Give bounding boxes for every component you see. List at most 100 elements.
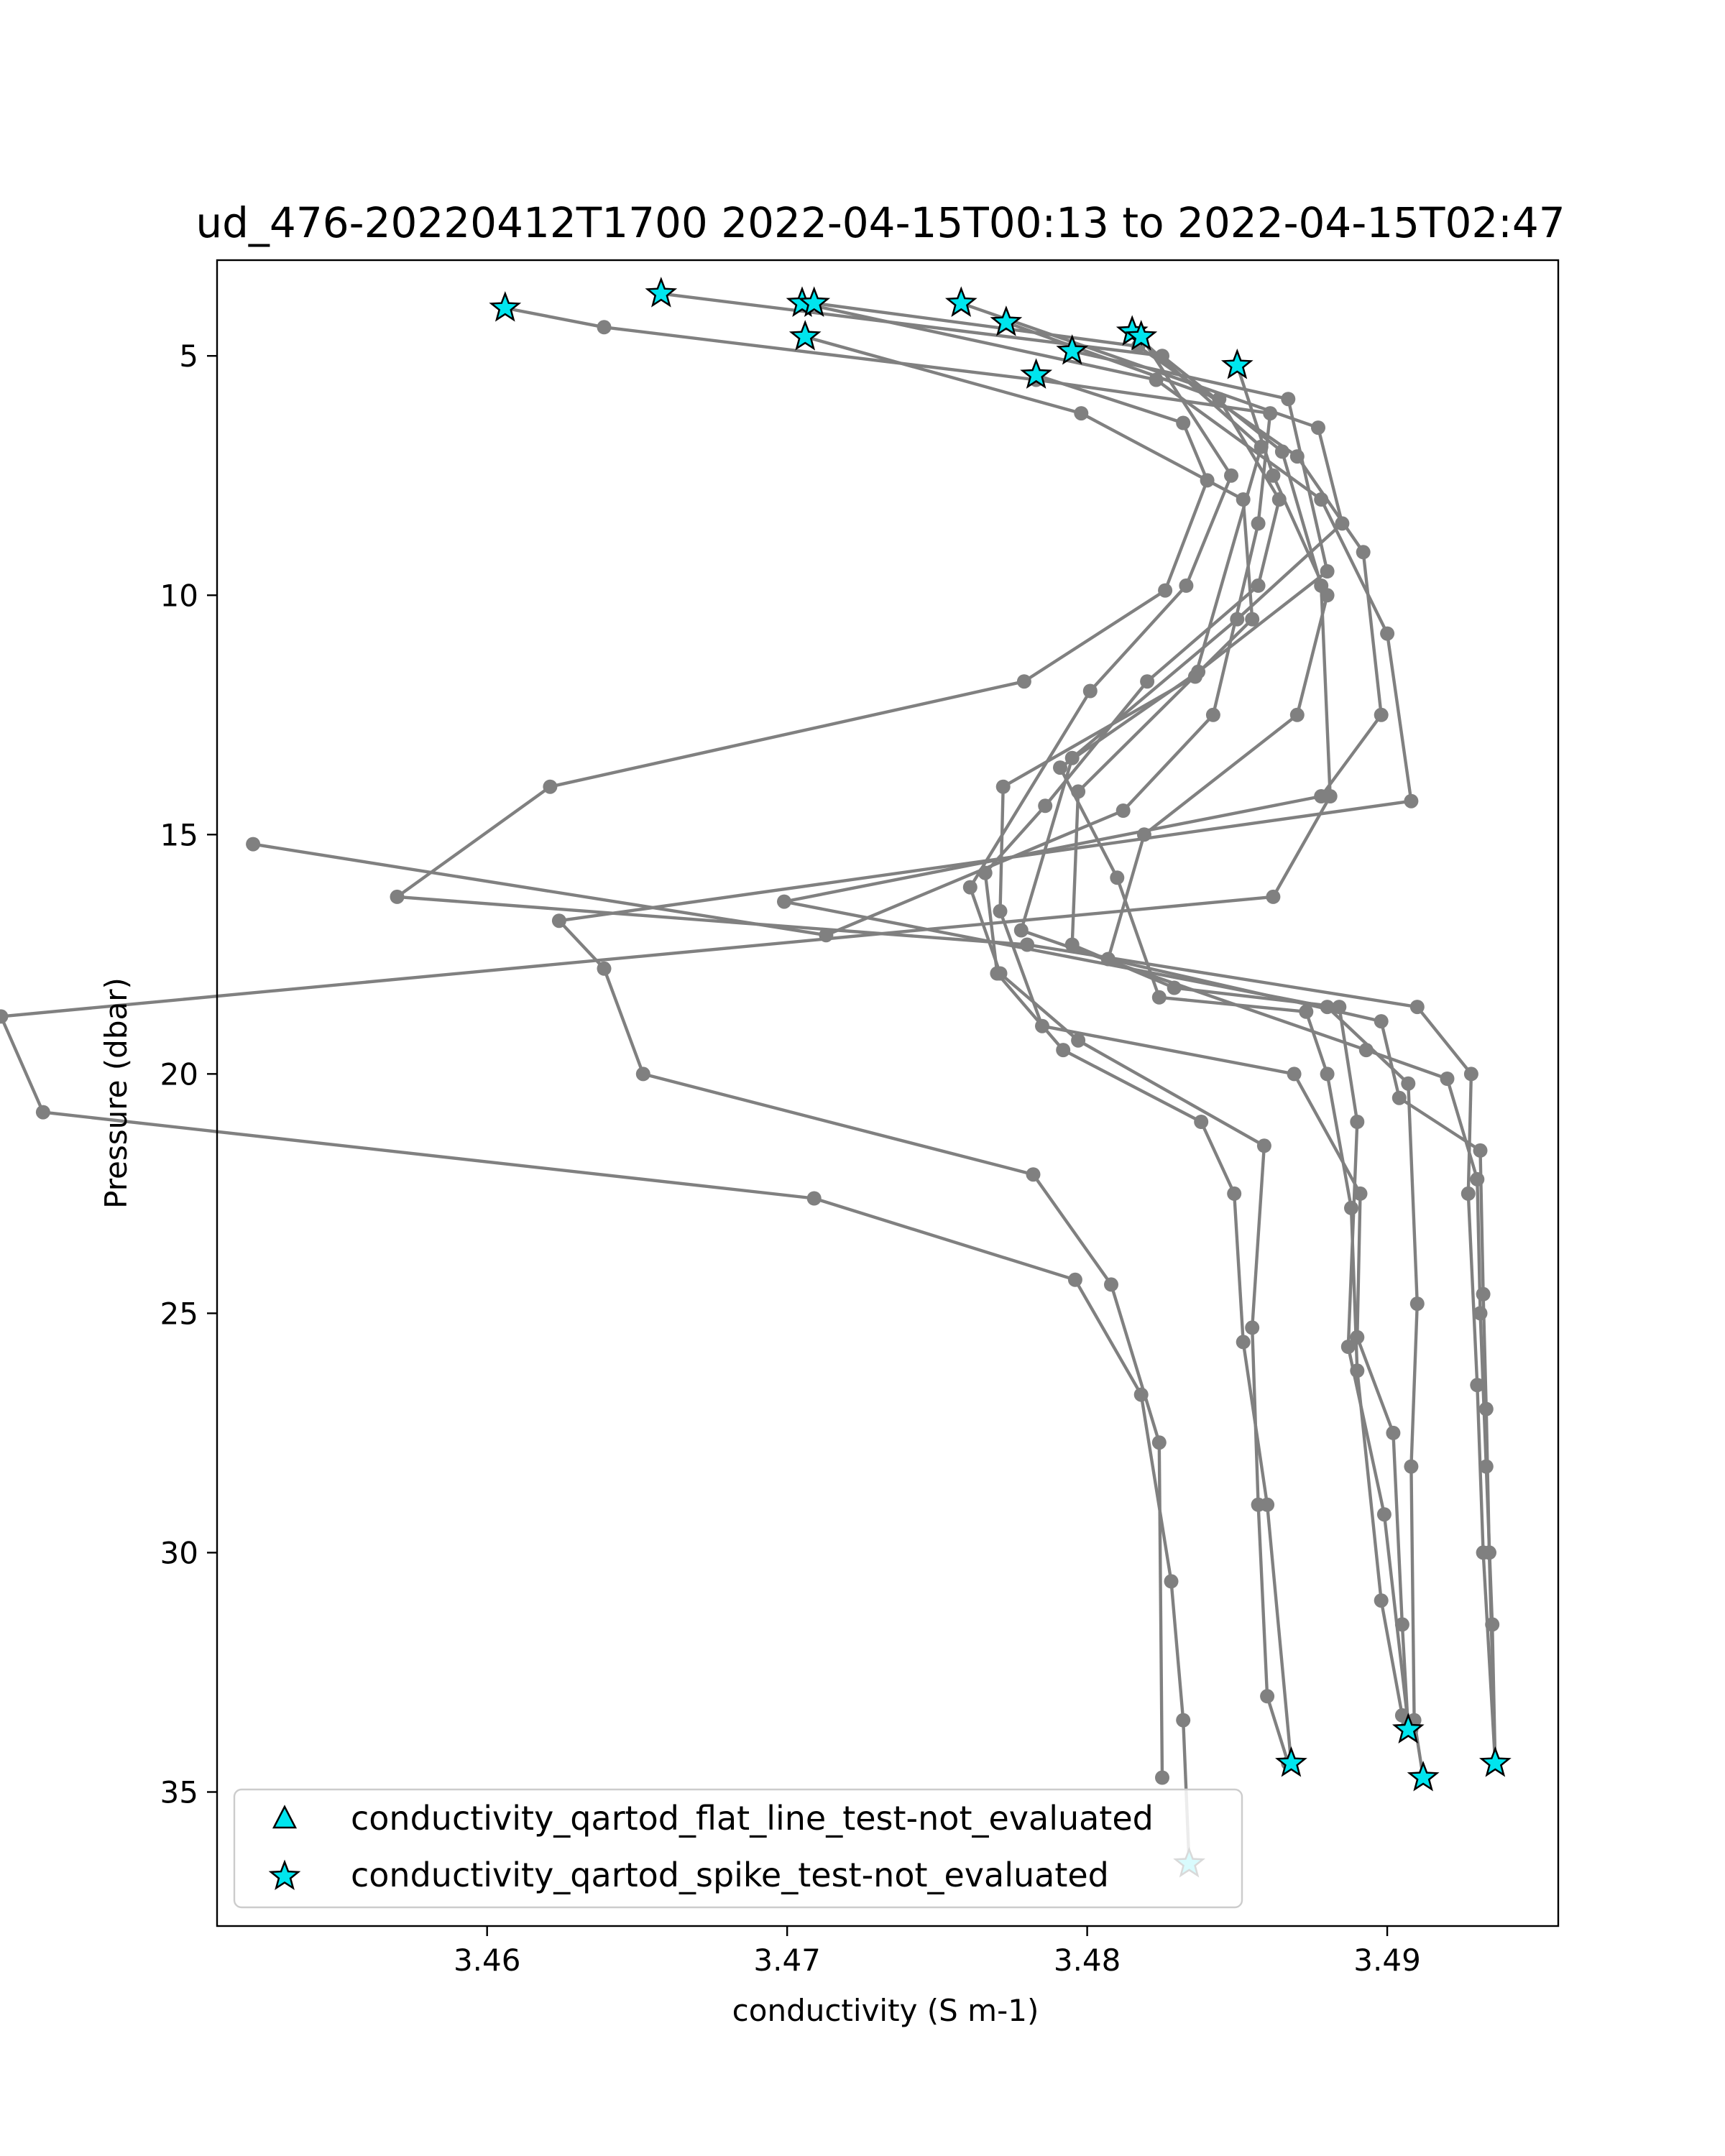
data-point bbox=[1394, 1617, 1409, 1632]
data-point bbox=[1320, 588, 1335, 603]
data-point bbox=[1020, 937, 1035, 952]
profile-line bbox=[998, 331, 1410, 1731]
data-point bbox=[1200, 473, 1215, 488]
data-point bbox=[1350, 1330, 1365, 1345]
data-layer bbox=[0, 277, 1512, 1878]
data-point bbox=[1404, 1459, 1419, 1474]
data-point bbox=[1409, 1296, 1425, 1312]
data-point bbox=[1350, 1115, 1365, 1129]
data-point bbox=[1179, 578, 1194, 593]
profile-7 bbox=[978, 315, 1299, 1771]
spike-flag-star bbox=[1407, 1760, 1440, 1792]
data-point bbox=[1320, 564, 1335, 579]
plot-frame bbox=[216, 259, 1560, 1927]
data-point bbox=[806, 1191, 822, 1206]
spike-flag-star bbox=[1125, 320, 1158, 351]
data-point bbox=[1470, 1378, 1485, 1393]
data-point bbox=[1035, 1018, 1049, 1033]
profile-line bbox=[983, 321, 1293, 1764]
spike-flag-star bbox=[990, 305, 1023, 336]
data-point bbox=[1374, 1593, 1389, 1608]
legend-entry-spike: conductivity_qartod_spike_test-not_evalu… bbox=[351, 1856, 1109, 1894]
data-point bbox=[1340, 1340, 1356, 1354]
data-point bbox=[1476, 1545, 1491, 1560]
data-point bbox=[390, 889, 405, 904]
x-tick-label: 3.46 bbox=[454, 1943, 521, 1978]
data-point bbox=[1230, 612, 1245, 627]
y-axis-label: Pressure (dbar) bbox=[98, 977, 134, 1209]
data-point bbox=[1212, 392, 1227, 407]
data-point bbox=[1473, 1143, 1488, 1158]
spike-flag-star bbox=[1392, 1713, 1425, 1743]
data-point bbox=[993, 903, 1008, 918]
data-point bbox=[1266, 468, 1281, 483]
data-point bbox=[1136, 827, 1151, 842]
axes-layer: 3.46 3.47 3.48 3.49 5 10 15 20 25 30 35 bbox=[160, 338, 1421, 1978]
data-point bbox=[1299, 1004, 1314, 1019]
data-point bbox=[0, 1009, 9, 1024]
data-point bbox=[1374, 1014, 1389, 1029]
data-point bbox=[1071, 1033, 1086, 1048]
data-point bbox=[1155, 1770, 1169, 1785]
data-point bbox=[1404, 793, 1419, 808]
data-point bbox=[1356, 545, 1371, 560]
data-point bbox=[1194, 1115, 1209, 1129]
data-point bbox=[1251, 1497, 1266, 1512]
data-point bbox=[1350, 1363, 1365, 1378]
data-point bbox=[1478, 1401, 1494, 1416]
legend-box bbox=[233, 1788, 1243, 1909]
spike-flag-star bbox=[944, 286, 978, 317]
data-point bbox=[1320, 1067, 1335, 1082]
y-tick-label: 20 bbox=[160, 1056, 198, 1092]
data-point bbox=[1476, 1286, 1491, 1302]
flagged-points bbox=[489, 277, 1512, 1878]
data-point bbox=[1104, 1277, 1118, 1292]
x-tick-label: 3.49 bbox=[1353, 1943, 1421, 1978]
data-point bbox=[1251, 516, 1266, 531]
data-point bbox=[1392, 1090, 1407, 1105]
data-point bbox=[1409, 1000, 1425, 1015]
data-point bbox=[1140, 674, 1155, 689]
data-point bbox=[1353, 1186, 1368, 1201]
x-tick-label: 3.48 bbox=[1054, 1943, 1121, 1978]
x-tick-label: 3.47 bbox=[753, 1943, 821, 1978]
chart-title: ud_476-20220412T1700 2022-04-15T00:13 to… bbox=[196, 198, 1565, 247]
data-point bbox=[1176, 415, 1191, 430]
spike-flag-star bbox=[1275, 1746, 1307, 1777]
spike-flag-star bbox=[1220, 348, 1254, 379]
data-point bbox=[1016, 674, 1031, 689]
data-point bbox=[1038, 798, 1053, 814]
data-point bbox=[1335, 516, 1350, 531]
data-point bbox=[1358, 1043, 1374, 1058]
y-tick-label: 35 bbox=[160, 1774, 198, 1810]
data-point bbox=[1026, 1167, 1041, 1182]
data-point bbox=[962, 880, 978, 895]
data-point bbox=[551, 913, 566, 929]
data-point bbox=[1245, 612, 1260, 627]
data-point bbox=[1344, 1200, 1358, 1215]
spike-flag-star bbox=[645, 277, 678, 308]
data-point bbox=[1067, 1272, 1082, 1287]
y-tick-label: 30 bbox=[160, 1535, 198, 1570]
x-axis-label: conductivity (S m-1) bbox=[732, 1993, 1039, 2028]
data-point bbox=[1074, 406, 1089, 421]
data-point bbox=[1266, 889, 1281, 904]
data-point bbox=[1311, 420, 1325, 436]
profile-line bbox=[395, 373, 1497, 1764]
legend-star-marker bbox=[268, 1859, 301, 1891]
data-point bbox=[1082, 683, 1098, 699]
data-point bbox=[1314, 789, 1329, 803]
data-point bbox=[1116, 803, 1131, 818]
data-point bbox=[1158, 583, 1173, 598]
profile-9 bbox=[993, 324, 1416, 1737]
spike-flag-star bbox=[1056, 334, 1089, 365]
data-point bbox=[1053, 760, 1067, 775]
legend-triangle-marker bbox=[272, 1805, 298, 1829]
data-point bbox=[1164, 1574, 1179, 1589]
legend: conductivity_qartod_flat_line_test-not_e… bbox=[233, 1788, 1243, 1909]
spike-flag-star bbox=[788, 320, 822, 351]
data-point bbox=[1151, 1435, 1167, 1450]
profile-8 bbox=[1053, 344, 1409, 1723]
data-point bbox=[1460, 1186, 1476, 1201]
data-point bbox=[995, 779, 1011, 794]
